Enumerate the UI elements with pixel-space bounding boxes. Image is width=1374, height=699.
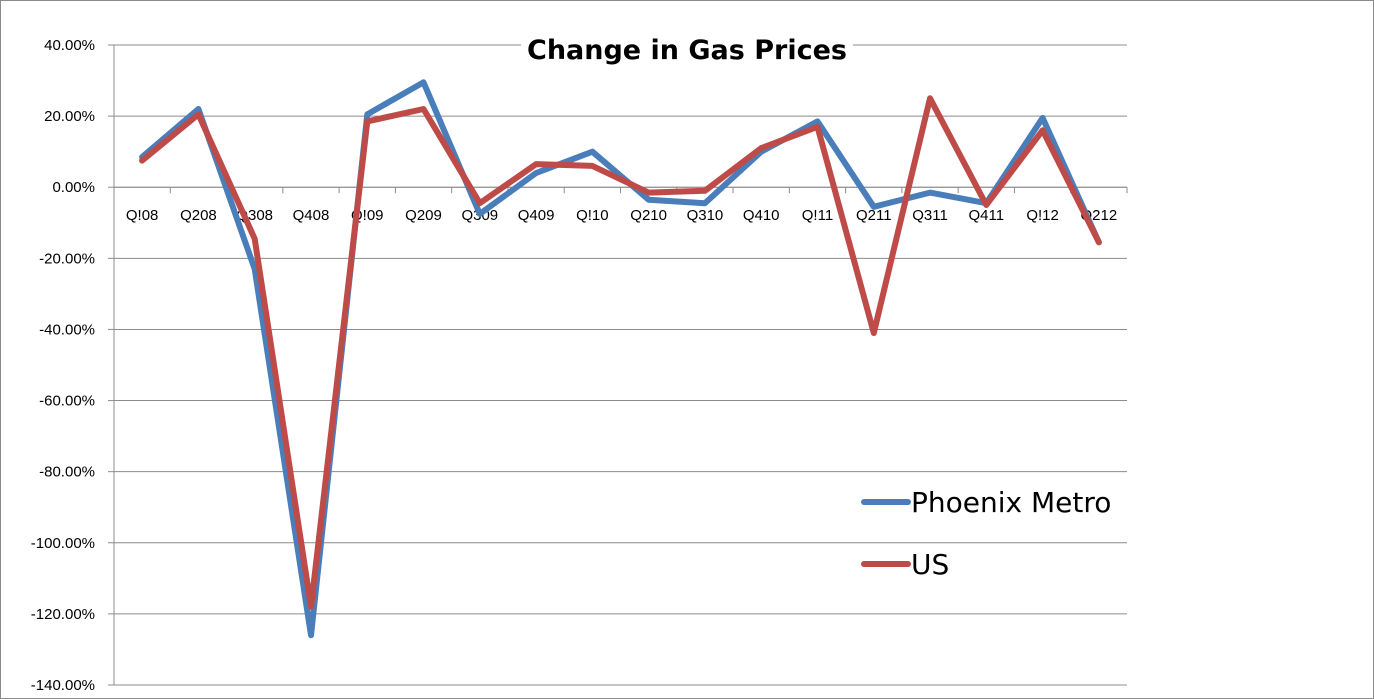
gridlines bbox=[114, 44, 1127, 686]
x-tick-label: Q409 bbox=[518, 207, 555, 224]
chart-title: Change in Gas Prices bbox=[527, 35, 847, 66]
x-tick-label: Q311 bbox=[912, 207, 948, 224]
x-axis-ticks: Q!08 Q208 Q308 Q408 Q!09 Q209 Q309 Q409 Q!10 Q210… bbox=[113, 187, 1128, 224]
y-tick-label: -40.00% bbox=[39, 321, 95, 338]
y-tick-label: -80.00% bbox=[39, 464, 95, 481]
title-background bbox=[521, 31, 853, 71]
y-tick-label: 0.00% bbox=[52, 179, 95, 196]
x-tick-label: Q210 bbox=[630, 207, 667, 224]
axes bbox=[113, 45, 1127, 685]
series-lines bbox=[139, 79, 1102, 639]
x-tick-label: Q209 bbox=[405, 207, 442, 224]
y-tick-label: -100.00% bbox=[31, 535, 95, 552]
series-line-us bbox=[139, 95, 1102, 610]
x-tick-label: Q411 bbox=[969, 207, 1005, 224]
legend-label-us: US bbox=[911, 548, 949, 581]
x-tick-label: Q208 bbox=[180, 207, 217, 224]
y-tick-label: 20.00% bbox=[44, 108, 95, 125]
y-tick-label: -60.00% bbox=[39, 393, 95, 410]
x-tick-label: Q!10 bbox=[576, 207, 609, 224]
y-tick-label: 40.00% bbox=[44, 37, 95, 54]
y-tick-label: -20.00% bbox=[39, 250, 95, 267]
y-tick-label: -120.00% bbox=[31, 606, 95, 623]
legend: Phoenix Metro US bbox=[861, 486, 1111, 581]
y-axis-ticks: 40.00% 20.00% 0.00% -20.00% -40.00% -60.00% -8… bbox=[31, 37, 114, 694]
x-tick-label: Q310 bbox=[687, 207, 724, 224]
x-tick-label: Q211 bbox=[856, 207, 892, 224]
x-tick-label: Q408 bbox=[293, 207, 330, 224]
y-tick-label: -140.00% bbox=[31, 677, 95, 694]
x-tick-label: Q!11 bbox=[802, 207, 833, 224]
x-tick-label: Q410 bbox=[743, 207, 780, 224]
series-line-phoenix-metro bbox=[139, 79, 1102, 639]
x-tick-label: Q!08 bbox=[126, 207, 159, 224]
x-tick-label: Q!12 bbox=[1026, 207, 1059, 224]
legend-label-phoenix-metro: Phoenix Metro bbox=[911, 486, 1111, 519]
